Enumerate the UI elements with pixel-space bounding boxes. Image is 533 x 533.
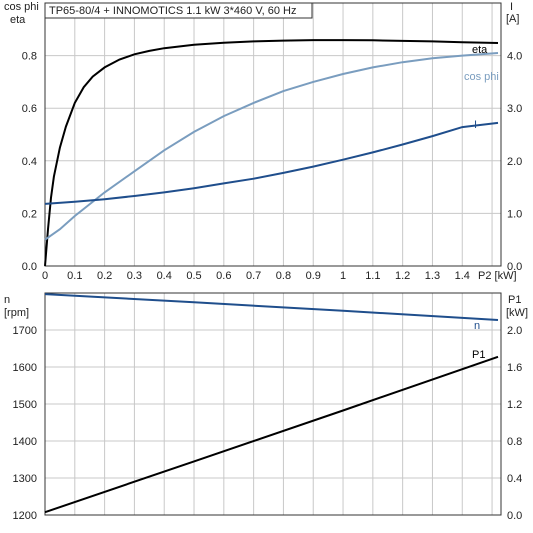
- right-tick-label: 4.0: [507, 51, 522, 63]
- bottom-right-tick-labels: 0.0 0.4 0.8 1.2 1.6 2.0: [507, 325, 522, 522]
- right-tick-label: 2.0: [507, 156, 522, 168]
- bottom-plot-frame: [44, 292, 502, 516]
- left-tick-label: 0.8: [22, 51, 37, 63]
- x-tick-label: 1.4: [455, 270, 470, 282]
- left-tick-label: 0.4: [22, 156, 37, 168]
- right-tick-label: 0.0: [507, 261, 522, 273]
- left-tick-label: 1600: [13, 362, 37, 374]
- x-tick-label: 0.6: [216, 270, 231, 282]
- bottom-left-tick-labels: 1200 1300 1400 1500 1600 1700: [13, 325, 37, 522]
- right-tick-label: 2.0: [507, 325, 522, 337]
- top-left-tick-labels: 0.0 0.2 0.4 0.6 0.8: [22, 51, 37, 273]
- right-tick-label: 0.4: [507, 473, 522, 485]
- left-tick-label: 0.6: [22, 103, 37, 115]
- x-tick-label: 0.3: [127, 270, 142, 282]
- right-tick-label: 1.0: [507, 208, 522, 220]
- top-left-axis-title-2: eta: [10, 14, 26, 26]
- left-tick-label: 1400: [13, 436, 37, 448]
- x-tick-label: 0: [42, 270, 48, 282]
- left-tick-label: 1700: [13, 325, 37, 337]
- top-left-axis-title-1: cos phi: [4, 1, 39, 13]
- top-series: [44, 39, 499, 267]
- x-tick-label: 1.1: [365, 270, 380, 282]
- top-chart: TP65-80/4 + INNOMOTICS 1.1 kW 3*460 V, 6…: [4, 1, 522, 282]
- bottom-right-axis-title-2: [kW]: [506, 307, 528, 319]
- x-tick-label: 1.3: [425, 270, 440, 282]
- x-tick-label: 0.7: [246, 270, 261, 282]
- series-line-eta: [44, 39, 499, 267]
- bottom-left-axis-title-1: n: [4, 294, 10, 306]
- right-tick-label: 3.0: [507, 103, 522, 115]
- x-tick-label: 0.2: [97, 270, 112, 282]
- x-tick-label: 0.5: [186, 270, 201, 282]
- x-tick-label: 0.4: [157, 270, 172, 282]
- bottom-series: [44, 293, 499, 514]
- left-tick-label: 0.0: [22, 261, 37, 273]
- series-label-cos-phi: cos phi: [464, 71, 499, 83]
- series-label-eta: eta: [472, 44, 488, 56]
- series-line-p1: [44, 355, 499, 514]
- top-grid: [45, 3, 501, 266]
- series-line-i: [44, 121, 499, 205]
- left-tick-label: 1500: [13, 399, 37, 411]
- x-tick-label: 0.1: [67, 270, 82, 282]
- right-tick-label: 0.0: [507, 510, 522, 522]
- x-tick-label: 1.2: [395, 270, 410, 282]
- bottom-right-axis-title-1: P1: [508, 294, 521, 306]
- series-label-n: n: [474, 320, 480, 332]
- series-label-p1: P1: [472, 349, 485, 361]
- x-tick-label: 0.8: [276, 270, 291, 282]
- chart-title: TP65-80/4 + INNOMOTICS 1.1 kW 3*460 V, 6…: [49, 5, 297, 17]
- right-tick-label: 0.8: [507, 436, 522, 448]
- x-tick-label: 0.9: [306, 270, 321, 282]
- top-x-tick-labels: 0 0.1 0.2 0.3 0.4 0.5 0.6 0.7 0.8 0.9 1 1.1 1.2 1.3 1.…: [42, 270, 517, 282]
- x-tick-label: 1: [340, 270, 346, 282]
- left-tick-label: 1300: [13, 473, 37, 485]
- bottom-left-axis-title-2: [rpm]: [4, 307, 29, 319]
- bottom-chart: n [rpm] P1 [kW] 1200 1300 1400 1500 1600 1700…: [4, 292, 528, 522]
- left-tick-label: 1200: [13, 510, 37, 522]
- top-right-tick-labels: 0.0 1.0 2.0 3.0 4.0: [507, 51, 522, 273]
- left-tick-label: 0.2: [22, 208, 37, 220]
- right-tick-label: 1.6: [507, 362, 522, 374]
- x-tick-label: P2 [kW]: [478, 270, 517, 282]
- top-right-axis-title-2: [A]: [506, 13, 519, 25]
- bottom-grid: [45, 293, 501, 515]
- title-box: [44, 2, 313, 19]
- top-right-axis-title-1: I: [510, 1, 513, 13]
- series-label-i: I: [474, 119, 477, 131]
- right-tick-label: 1.2: [507, 399, 522, 411]
- series-line-n: [44, 293, 499, 321]
